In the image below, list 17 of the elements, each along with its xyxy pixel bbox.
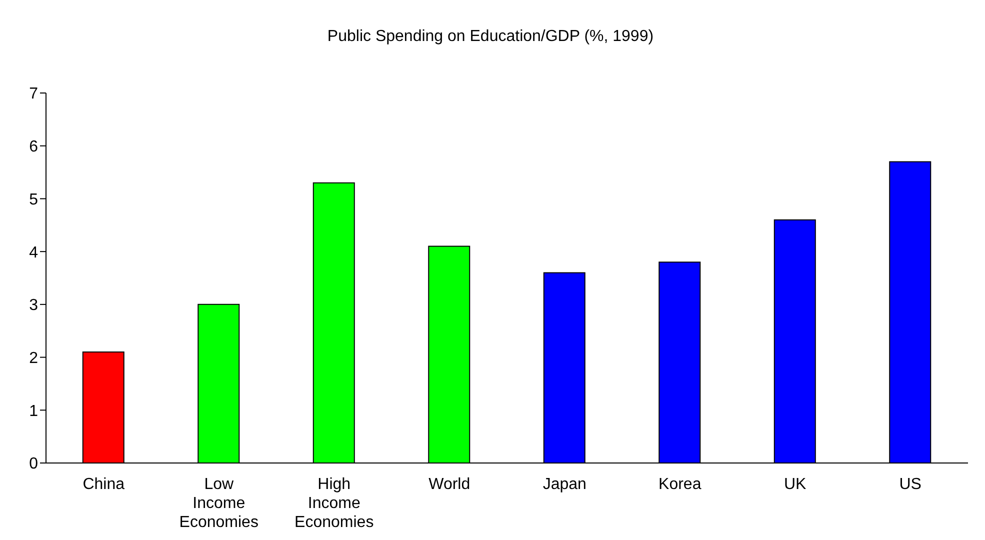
chart-title: Public Spending on Education/GDP (%, 1999) bbox=[326, 27, 655, 47]
y-tick-label: 7 bbox=[29, 86, 38, 103]
x-tick-label: China bbox=[82, 476, 125, 493]
y-tick-label: 4 bbox=[29, 244, 38, 262]
y-tick-label: 1 bbox=[29, 402, 38, 420]
y-tick-label: 2 bbox=[29, 350, 38, 367]
y-tick-label: 3 bbox=[29, 297, 38, 314]
x-tick-label: US bbox=[899, 476, 922, 493]
x-tick-label: Korea bbox=[658, 476, 702, 493]
x-tick-label: High Income Economies bbox=[294, 476, 374, 531]
x-tick-label: World bbox=[428, 476, 470, 493]
y-tick-label: 6 bbox=[29, 138, 38, 156]
x-tick-label: UK bbox=[784, 476, 807, 493]
y-tick-label: 5 bbox=[29, 191, 38, 208]
y-tick-label: 0 bbox=[29, 456, 38, 473]
x-tick-label: Low Income Economies bbox=[179, 476, 258, 531]
x-tick-label: Japan bbox=[542, 476, 586, 493]
